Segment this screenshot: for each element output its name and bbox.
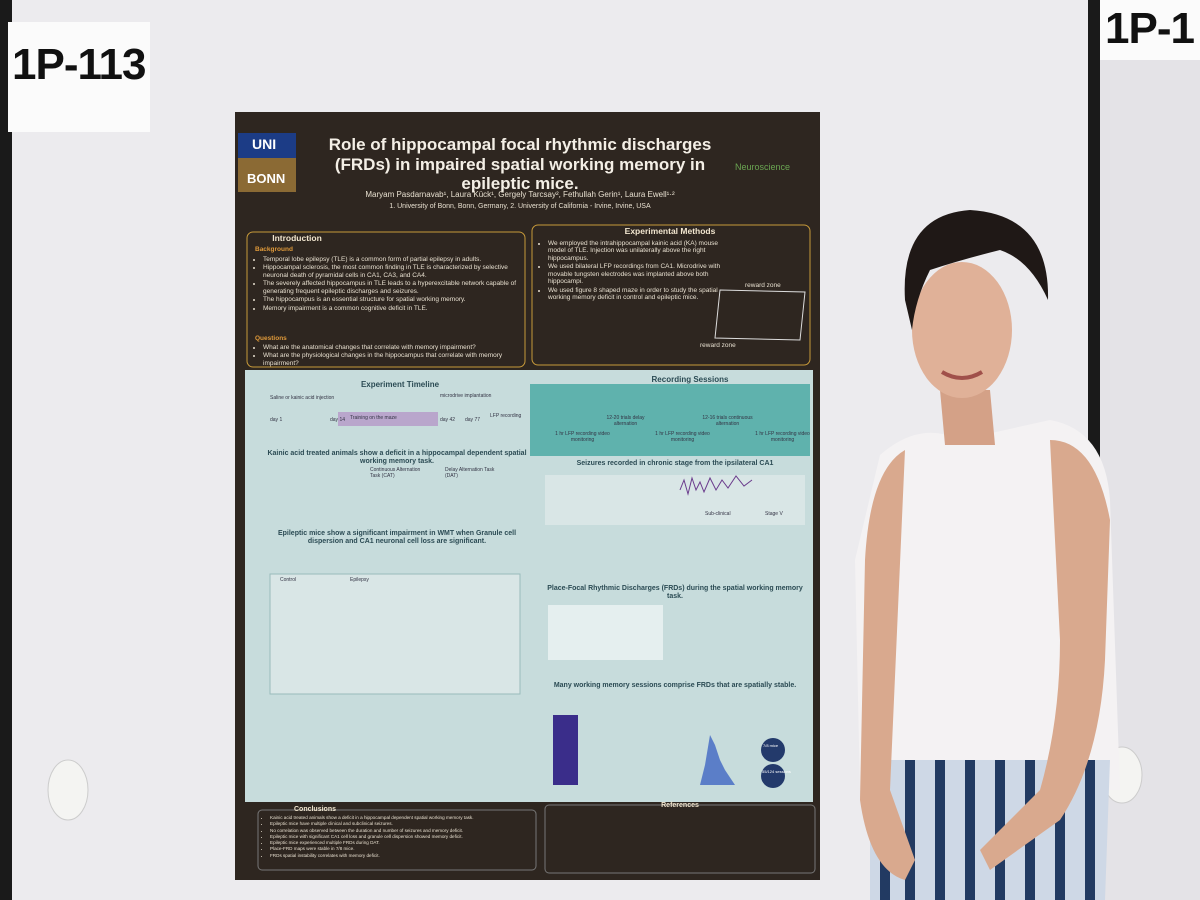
panel-label: Delay Alternation Task (DAT) <box>445 467 495 479</box>
training-bar <box>338 412 438 426</box>
timeline-label: day 42 <box>440 417 456 423</box>
methods-box <box>531 224 811 366</box>
bullet: Memory impairment is a common cognitive … <box>263 305 525 312</box>
section-heading: Experiment Timeline <box>360 380 440 389</box>
panel-label: 55/124 sessions <box>762 769 791 774</box>
bullet: Epileptic mice experienced multiple FRDs… <box>270 840 538 845</box>
pie <box>761 738 785 762</box>
bullet: Epileptic mice with significant CA1 cell… <box>270 834 538 839</box>
arm <box>860 450 915 880</box>
section-heading: Conclusions <box>293 806 336 813</box>
affiliations: 1. University of Bonn, Bonn, Germany, 2.… <box>389 203 651 210</box>
trace <box>679 475 753 496</box>
bullet: Temporal lobe epilepsy (TLE) is a common… <box>263 256 525 263</box>
logo-text: UNI <box>252 136 277 152</box>
recording-label: 1 hr LFP recording video monitoring <box>755 431 810 443</box>
conclusions-box <box>257 809 537 871</box>
panel-title: Kainic acid treated animals show a defic… <box>267 450 527 466</box>
logo-text: BONN <box>247 171 286 186</box>
panel-label: Control <box>280 577 297 583</box>
pie <box>761 764 785 788</box>
brand: Neuroscience <box>735 162 791 172</box>
recording-label: 1 hr LFP recording video monitoring <box>655 431 710 443</box>
panel-title: Epileptic mice show a significant impair… <box>277 530 517 546</box>
bullet: What are the anatomical changes that cor… <box>263 344 525 351</box>
section-heading: Introduction <box>272 233 322 243</box>
panel-label: Sub-clinical <box>705 511 731 517</box>
timeline-label: day 14 <box>330 417 346 423</box>
panel-label: Stage V <box>765 511 783 517</box>
timeline-label: day 1 <box>270 417 283 423</box>
seizure-panel <box>545 475 805 525</box>
histology-panel <box>269 573 521 695</box>
references-box <box>544 804 816 874</box>
heatmap <box>553 715 578 785</box>
bullet: We used figure 8 shaped maze in order to… <box>548 287 723 302</box>
maze <box>714 289 806 341</box>
section-heading: Recording Sessions <box>651 375 729 384</box>
mouth <box>940 370 984 380</box>
bullet-list: What are the anatomical changes that cor… <box>255 344 525 368</box>
label-card <box>1100 0 1200 60</box>
bullet: The hippocampus is an essential structur… <box>263 296 525 303</box>
bullet: FRDs spatial instability correlates with… <box>270 853 538 858</box>
bullet: Kainic acid treated animals show a defic… <box>270 815 538 820</box>
maze-label: reward zone <box>700 342 736 349</box>
subheading: Questions <box>255 335 287 342</box>
timeline-label: LFP recording <box>490 413 522 419</box>
bullet-list: Temporal lobe epilepsy (TLE) is a common… <box>255 256 525 313</box>
histogram <box>700 735 735 785</box>
frd-panel <box>548 605 663 660</box>
board-label: 1P-113 <box>12 40 146 89</box>
panel-title: Seizures recorded in chronic stage from … <box>576 460 774 467</box>
bullet: Epileptic mice have multiple clinical an… <box>270 821 538 826</box>
intro-box <box>246 231 526 368</box>
bullet: What are the physiological changes in th… <box>263 352 525 367</box>
board-label: 1P-1 <box>1105 4 1195 53</box>
panel-title: Place-Focal Rhythmic Discharges (FRDs) d… <box>547 585 803 601</box>
recording-label: 1 hr LFP recording video monitoring <box>555 431 610 443</box>
arm <box>980 440 1110 870</box>
timeline-label: microdrive implantation <box>440 393 492 399</box>
bullet: We employed the intrahippocampal kainic … <box>548 240 723 262</box>
bullet-list: We employed the intrahippocampal kainic … <box>540 240 723 303</box>
bullet-list: Kainic acid treated animals show a defic… <box>262 815 538 859</box>
face <box>912 262 1012 398</box>
panel-label: 7/8 mice <box>763 743 779 748</box>
bullet: Place-FRD maps were stable in 7/8 mice. <box>270 846 538 851</box>
panel-label: Epilepsy <box>350 577 369 583</box>
recording-box <box>530 384 810 456</box>
recording-label: 12-20 trials delay alternation <box>606 415 645 427</box>
logo-band <box>238 158 296 192</box>
label-card <box>8 22 150 132</box>
maze-label: reward zone <box>745 282 781 289</box>
authors: Maryam Pasdarnavab¹, Laura Kück¹, Gergel… <box>365 190 675 199</box>
board-edge <box>0 0 12 900</box>
section-heading: Experimental Methods <box>624 226 716 236</box>
poster-title: Role of hippocampal focal rhythmic disch… <box>328 135 712 194</box>
section-heading: References <box>661 802 699 809</box>
neck <box>940 390 995 445</box>
bullet: Hippocampal sclerosis, the most common f… <box>263 264 525 279</box>
bullet: We used bilateral LFP recordings from CA… <box>548 263 723 285</box>
subheading: Background <box>255 246 293 253</box>
recording-label: 12-16 trials continuous alternation <box>702 415 753 427</box>
timeline-label: Training on the maze <box>350 415 397 421</box>
timeline-label: day 77 <box>465 417 481 423</box>
cup <box>47 759 89 821</box>
bullet: No correlation was observed between the … <box>270 828 538 833</box>
hair <box>904 210 1049 330</box>
logo-band <box>238 133 296 158</box>
bullet: The severely affected hippocampus in TLE… <box>263 280 525 295</box>
timeline-label: Saline or kainic acid injection <box>270 395 335 401</box>
panel-label: Continuous Alternation Task (CAT) <box>370 467 421 479</box>
panel-title: Many working memory sessions comprise FR… <box>553 682 797 689</box>
